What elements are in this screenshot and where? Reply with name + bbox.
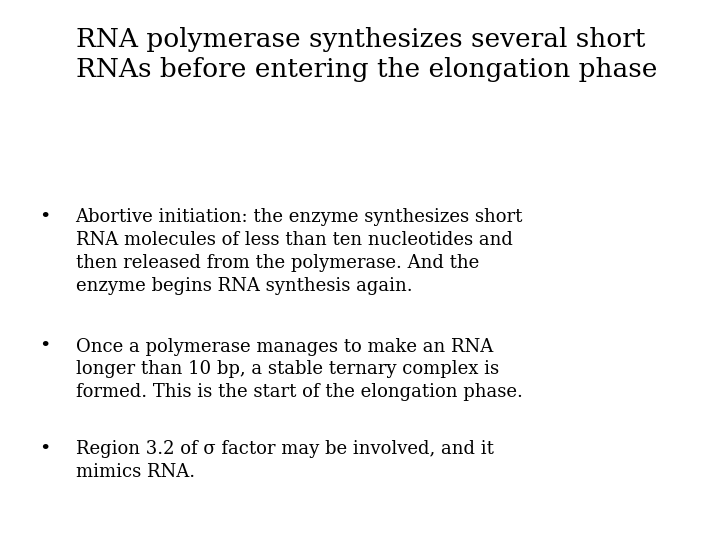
Text: Region 3.2 of σ factor may be involved, and it
mimics RNA.: Region 3.2 of σ factor may be involved, … <box>76 440 493 481</box>
Text: RNA polymerase synthesizes several short
RNAs before entering the elongation pha: RNA polymerase synthesizes several short… <box>76 27 657 82</box>
Text: •: • <box>40 338 51 355</box>
Text: Abortive initiation: the enzyme synthesizes short
RNA molecules of less than ten: Abortive initiation: the enzyme synthesi… <box>76 208 523 295</box>
Text: Once a polymerase manages to make an RNA
longer than 10 bp, a stable ternary com: Once a polymerase manages to make an RNA… <box>76 338 523 401</box>
Text: •: • <box>40 440 51 458</box>
Text: •: • <box>40 208 51 226</box>
